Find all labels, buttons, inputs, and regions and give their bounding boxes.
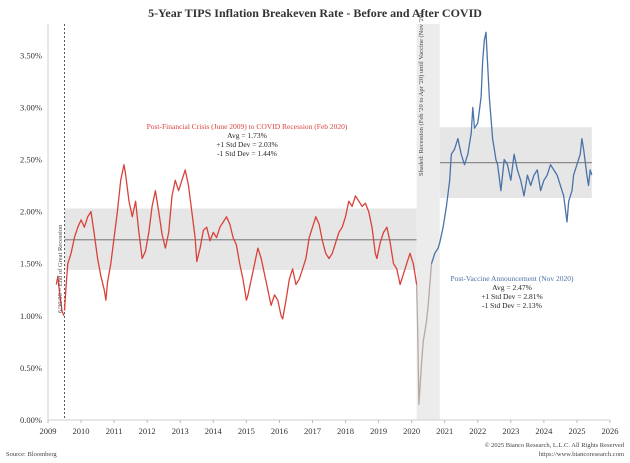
copyright-line-2: https://www.biancoresearch.com xyxy=(539,451,624,458)
covid-shaded-region xyxy=(416,24,440,420)
series-line-2 xyxy=(415,263,433,406)
x-tick-label: 2014 xyxy=(205,426,223,436)
chart-title: 5-Year TIPS Inflation Breakeven Rate - B… xyxy=(148,6,482,20)
pre-annotation: Post-Financial Crisis (June 2009) to COV… xyxy=(147,122,348,158)
y-tick-label: 2.50% xyxy=(20,154,42,164)
x-tick-label: 2009 xyxy=(40,426,57,436)
x-tick-label: 2021 xyxy=(436,426,453,436)
x-tick-label: 2018 xyxy=(337,426,354,436)
x-tick-label: 2025 xyxy=(568,426,585,436)
great-recession-label: 6/30/09 = End of Great Recession xyxy=(57,224,64,313)
std-dev-bands xyxy=(64,127,592,270)
series-lines xyxy=(55,31,593,406)
y-tick-label: 3.50% xyxy=(20,50,42,60)
x-tick-label: 2010 xyxy=(73,426,90,436)
x-tick-label: 2024 xyxy=(535,426,553,436)
axes: 0.00% 0.50% 1.00% 1.50% 2.00% 2.50% 3.00% 3.50%… xyxy=(20,24,619,436)
copyright-line-1: © 2025 Bianco Research, L.L.C. All Right… xyxy=(485,442,625,449)
pre-annotation-title: Post-Financial Crisis (June 2009) to COV… xyxy=(147,122,348,131)
y-tick-label: 2.00% xyxy=(20,207,42,217)
source-note: Source: Bloomberg xyxy=(6,451,57,458)
x-tick-label: 2011 xyxy=(106,426,123,436)
series-line-1 xyxy=(63,164,418,320)
x-tick-label: 2016 xyxy=(271,426,288,436)
pre-annotation-avg: Avg = 1.73% xyxy=(227,131,267,140)
series-line-3 xyxy=(430,31,593,264)
x-tick-label: 2012 xyxy=(139,426,156,436)
x-tick-label: 2019 xyxy=(370,426,387,436)
covid-shade-rect xyxy=(416,24,440,420)
pre-annotation-minus: -1 Std Dev = 1.44% xyxy=(217,149,277,158)
y-tick-label: 1.50% xyxy=(20,259,42,269)
x-tick-label: 2020 xyxy=(403,426,420,436)
x-tick-label: 2022 xyxy=(469,426,486,436)
vertical-marker-label: 6/30/09 = End of Great Recession xyxy=(57,224,64,313)
y-tick-label: 0.50% xyxy=(20,363,42,373)
post-annotation-plus: +1 Std Dev = 2.81% xyxy=(481,292,543,301)
post-annotation-avg: Avg = 2.47% xyxy=(492,283,532,292)
post-annotation-title: Post-Vaccine Announcement (Nov 2020) xyxy=(450,274,574,283)
pre-annotation-plus: +1 Std Dev = 2.03% xyxy=(216,140,278,149)
x-tick-label: 2017 xyxy=(304,426,321,436)
x-tick-label: 2023 xyxy=(502,426,519,436)
y-tick-label: 0.00% xyxy=(20,415,42,425)
y-tick-label: 1.00% xyxy=(20,311,42,321)
x-tick-label: 2026 xyxy=(602,426,619,436)
series-line-0 xyxy=(55,275,65,317)
y-tick-label: 3.00% xyxy=(20,102,42,112)
shaded-region-label: Shaded: Recession (Feb '20 to Apr '20) u… xyxy=(418,13,425,176)
x-tick-label: 2015 xyxy=(238,426,255,436)
post-annotation-minus: -1 Std Dev = 2.13% xyxy=(482,301,542,310)
post-annotation: Post-Vaccine Announcement (Nov 2020) Avg… xyxy=(450,274,574,310)
x-tick-label: 2013 xyxy=(172,426,189,436)
